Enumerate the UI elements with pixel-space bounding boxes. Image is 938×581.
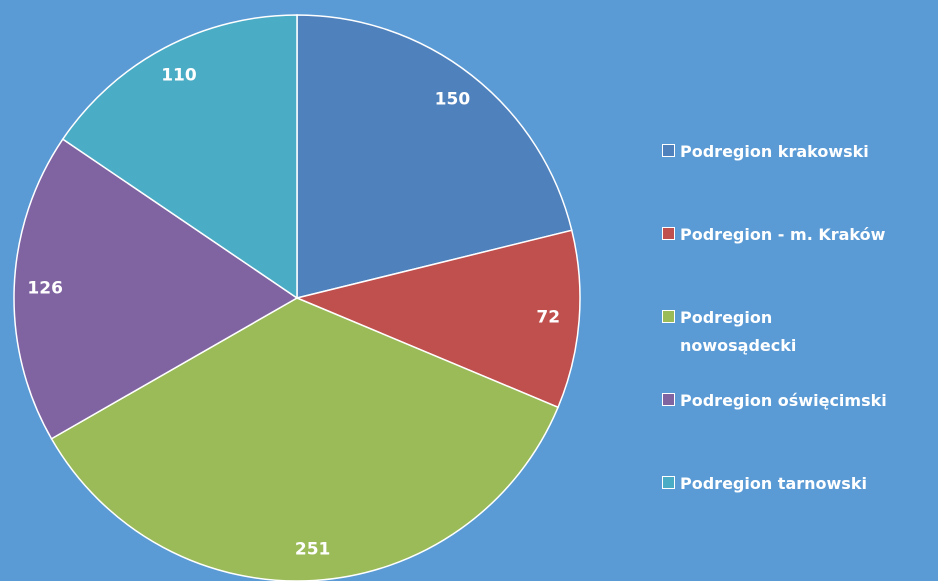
legend-label: Podregion tarnowski [680, 474, 867, 493]
data-label: 150 [435, 90, 471, 110]
data-label: 110 [161, 65, 197, 85]
pie-slice [13, 138, 299, 440]
legend-swatch [662, 310, 675, 323]
data-label: 126 [27, 279, 63, 299]
legend-label: Podregion krakowski [680, 142, 869, 161]
legend-swatch [662, 227, 675, 240]
legend-swatch [662, 476, 675, 489]
data-label: 251 [295, 540, 331, 560]
legend-label: Podregion - m. Kraków [680, 225, 886, 244]
pie-slice [61, 14, 298, 300]
pie-slice [294, 229, 581, 409]
legend-label: Podregion nowosądecki [680, 308, 797, 355]
legend-swatch [662, 144, 675, 157]
legend-item: Podregion krakowski [662, 138, 869, 166]
legend-item: Podregion tarnowski [662, 470, 867, 498]
pie-slice [50, 297, 560, 581]
data-label: 72 [536, 308, 560, 328]
legend-item: Podregion - m. Kraków [662, 221, 885, 249]
legend-item: Podregion oświęcimski [662, 387, 887, 415]
pie-slice [296, 14, 573, 299]
legend-item: Podregion nowosądecki [662, 304, 820, 360]
legend-label: Podregion oświęcimski [680, 391, 887, 410]
legend-swatch [662, 393, 675, 406]
